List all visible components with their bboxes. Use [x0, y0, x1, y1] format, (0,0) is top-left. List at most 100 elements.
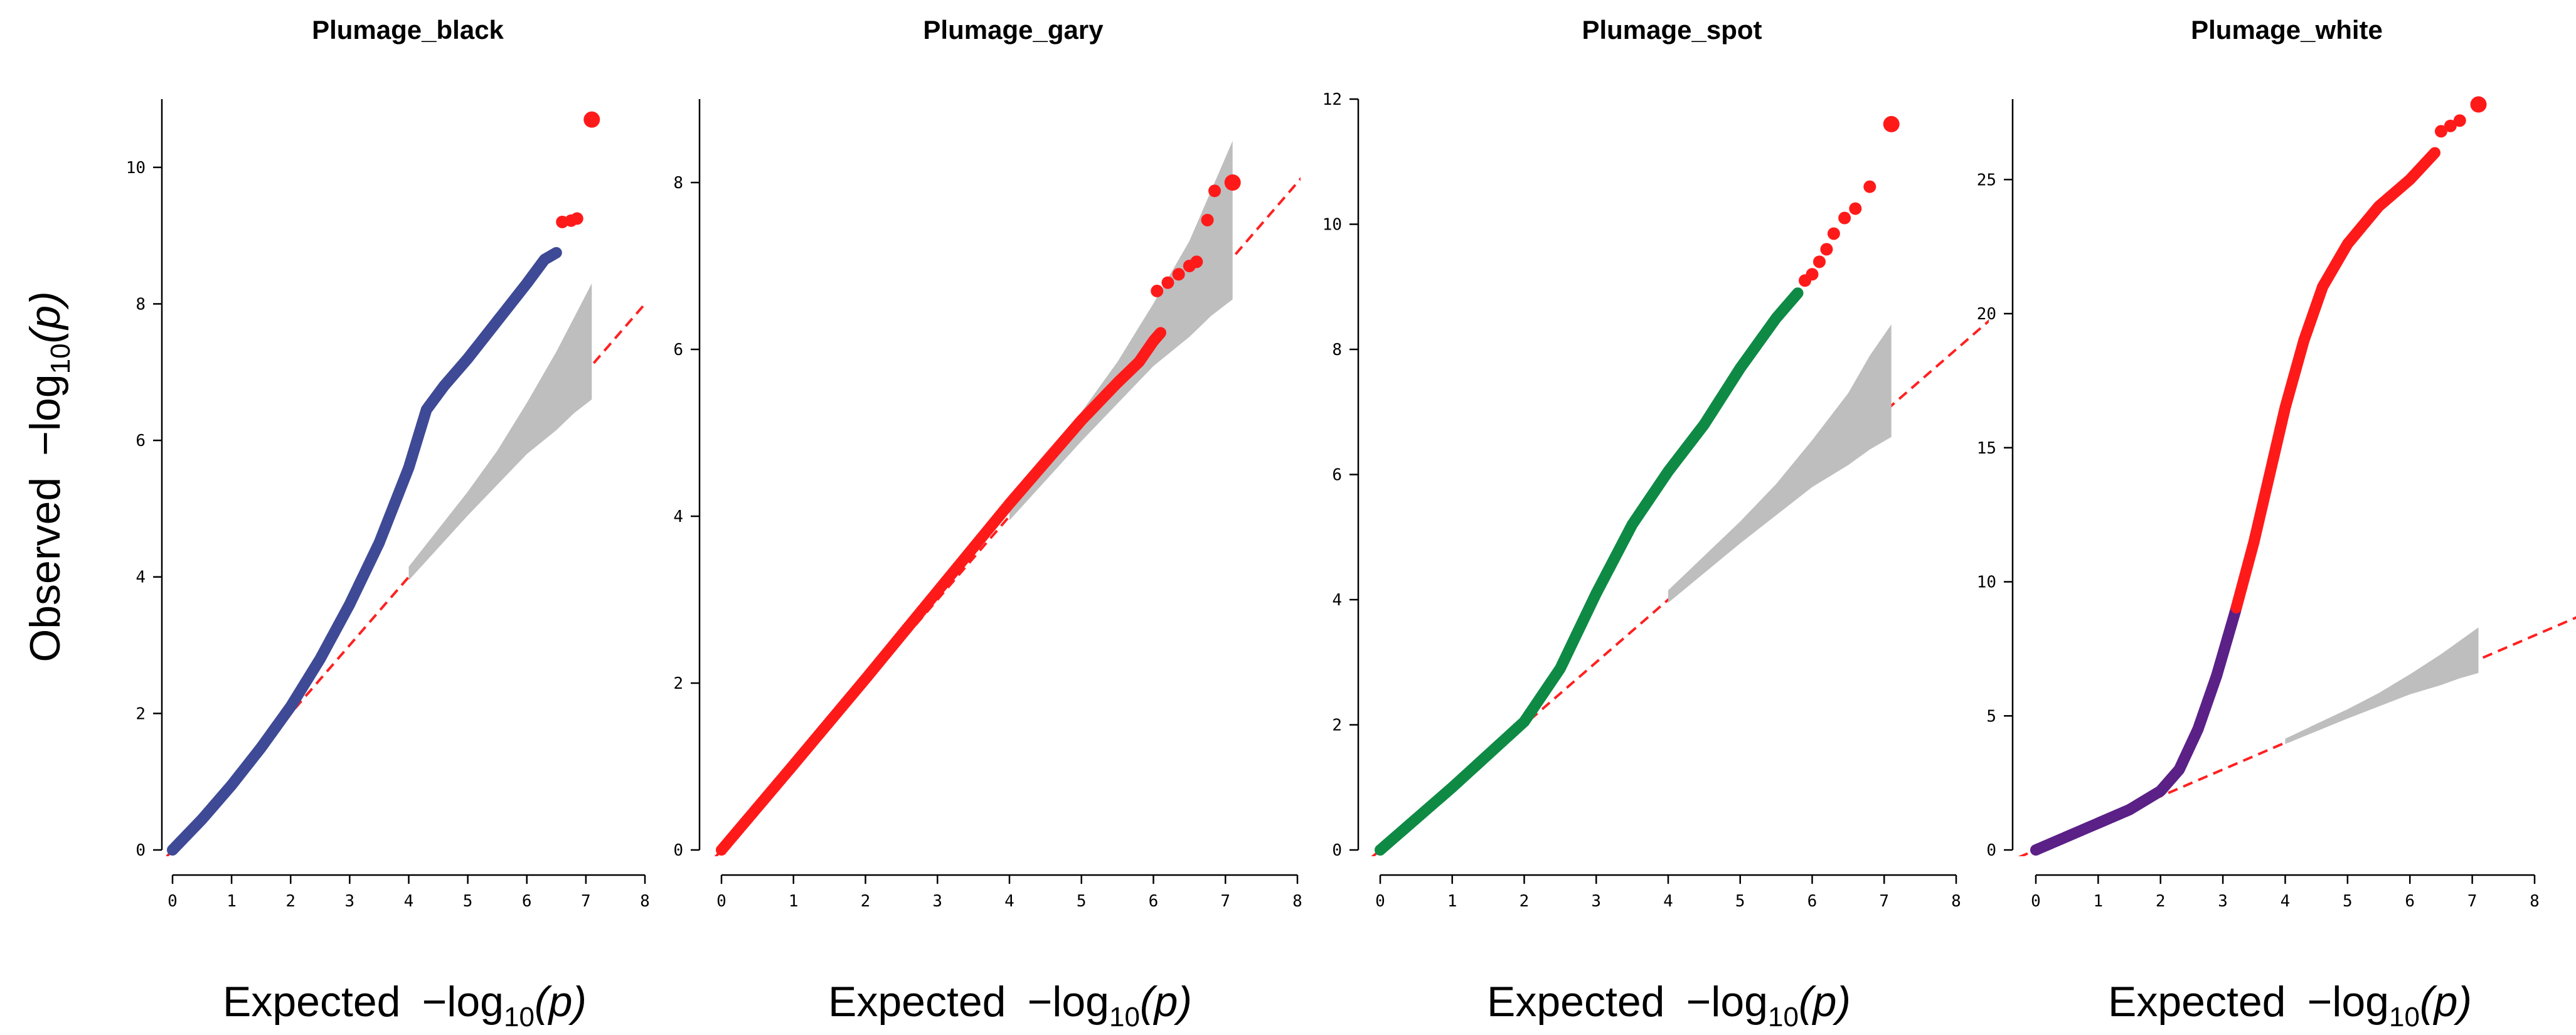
x-tick-label: 1: [2094, 892, 2104, 911]
reference-line: [1371, 319, 1989, 856]
y-tick-label: 4: [673, 507, 683, 526]
x-tick-label: 1: [226, 892, 237, 911]
axes-group: 0 5 10 15 20 25 0 1 2 3 4 5 6 7 8: [1977, 99, 2540, 911]
y-tick-label: 8: [673, 174, 683, 193]
x-axis-label-main: Expected: [1487, 978, 1665, 1026]
outlier-point: [1820, 243, 1833, 256]
x-axis-label-sub: 10: [1109, 1002, 1140, 1032]
reference-line-group: [1371, 319, 1989, 856]
x-tick-label: 8: [1951, 892, 1961, 911]
data-point: [1792, 287, 1804, 299]
data-points-group: [167, 111, 600, 856]
reference-line-group: [165, 300, 646, 856]
outlier-point: [2444, 119, 2457, 132]
y-tick-label: 10: [1977, 573, 1996, 592]
x-tick-label: 1: [1447, 892, 1457, 911]
x-tick-label: 4: [1663, 892, 1673, 911]
outlier-point: [1208, 184, 1221, 198]
outlier-point: [1201, 213, 1214, 226]
outlier-point: [1806, 268, 1819, 281]
outlier-point: [2470, 96, 2487, 113]
x-tick-label: 7: [1879, 892, 1889, 911]
outlier-point: [2434, 125, 2447, 138]
x-tick-label: 6: [522, 892, 532, 911]
x-tick-label: 4: [2281, 892, 2291, 911]
x-tick-label: 5: [2343, 892, 2353, 911]
outlier-point: [1849, 202, 1862, 215]
panel-title: Plumage_white: [2191, 15, 2383, 45]
outlier-point: [1812, 255, 1826, 268]
y-tick-label: 8: [1332, 341, 1342, 359]
x-axis-label: Expected −log10(p): [828, 978, 1192, 1032]
outlier-point: [1883, 115, 1900, 132]
y-tick-label: 5: [1986, 707, 1996, 726]
outlier-point: [1838, 211, 1851, 225]
x-axis-label: Expected −log10(p): [1487, 978, 1851, 1032]
x-axis-label-math: −log: [2307, 978, 2389, 1026]
data-points-group: [1375, 115, 1900, 856]
y-tick-label: 12: [1323, 90, 1342, 109]
x-axis-label-main: Expected: [223, 978, 401, 1026]
data-points-group: [2030, 96, 2487, 856]
x-tick-label: 5: [1735, 892, 1745, 911]
y-tick-label: 10: [126, 159, 146, 178]
reference-line: [714, 177, 1301, 856]
y-axis-label: Observed −log10(p): [21, 291, 76, 662]
y-tick-label: 8: [136, 295, 146, 314]
outlier-point: [570, 212, 583, 225]
x-tick-label: 6: [2405, 892, 2415, 911]
reference-line-group: [714, 177, 1301, 856]
outlier-point: [1224, 174, 1241, 191]
outlier-point: [1172, 268, 1185, 281]
y-tick-label: 15: [1977, 439, 1996, 458]
y-tick-label: 10: [1323, 216, 1342, 235]
y-tick-label: 25: [1977, 171, 1996, 189]
confidence-band: [2285, 627, 2479, 745]
y-tick-label: 4: [1332, 591, 1342, 610]
x-axis-label-arg: (p): [2420, 978, 2472, 1026]
x-tick-label: 0: [168, 892, 178, 911]
y-tick-label: 6: [1332, 466, 1342, 485]
y-tick-label: 6: [673, 341, 683, 359]
x-tick-label: 7: [1220, 892, 1230, 911]
x-tick-label: 2: [2156, 892, 2166, 911]
data-point: [2429, 147, 2440, 159]
outlier-point: [1827, 227, 1840, 240]
axes-group: 0 2 4 6 8 0 1 2 3 4 5 6 7 8: [673, 99, 1302, 911]
x-axis-label-sub: 10: [1768, 1002, 1799, 1032]
x-tick-label: 2: [1520, 892, 1530, 911]
outlier-point: [2453, 114, 2466, 127]
x-tick-label: 8: [2530, 892, 2540, 911]
x-tick-label: 5: [463, 892, 473, 911]
y-tick-label: 0: [673, 841, 683, 860]
x-axis-label-arg: (p): [535, 978, 587, 1026]
y-axis-label-arg: (p): [21, 291, 69, 343]
y-tick-label: 6: [136, 432, 146, 450]
x-axis-label-arg: (p): [1140, 978, 1192, 1026]
outlier-point: [1190, 255, 1203, 268]
panel-plumage-white: Plumage_white 0 5 10 15 20 25 0 1 2 3 4 5 6 7 8 Expect…: [1977, 15, 2576, 1032]
x-tick-label: 2: [861, 892, 871, 911]
panel-title: Plumage_gary: [923, 15, 1104, 45]
y-tick-label: 0: [1986, 841, 1996, 860]
x-tick-label: 8: [640, 892, 650, 911]
y-tick-label: 4: [136, 568, 146, 587]
x-axis-label-sub: 10: [504, 1002, 535, 1032]
data-point: [1154, 327, 1166, 339]
x-tick-label: 6: [1807, 892, 1818, 911]
y-tick-label: 0: [1332, 841, 1342, 860]
x-axis-label-arg: (p): [1799, 978, 1851, 1026]
x-tick-label: 3: [1591, 892, 1601, 911]
confidence-band: [408, 283, 592, 581]
y-axis-label-sub: 10: [45, 343, 76, 374]
x-axis-label: Expected −log10(p): [223, 978, 587, 1032]
y-tick-label: 2: [1332, 716, 1342, 735]
outlier-point: [1863, 180, 1876, 193]
y-tick-label: 2: [673, 674, 683, 693]
x-tick-label: 6: [1149, 892, 1159, 911]
x-axis-label-math: −log: [1686, 978, 1768, 1026]
panel-plumage-gary: Plumage_gary 0 2 4 6 8 0 1 2 3 4 5 6 7 8 Expected −log…: [673, 15, 1302, 1032]
